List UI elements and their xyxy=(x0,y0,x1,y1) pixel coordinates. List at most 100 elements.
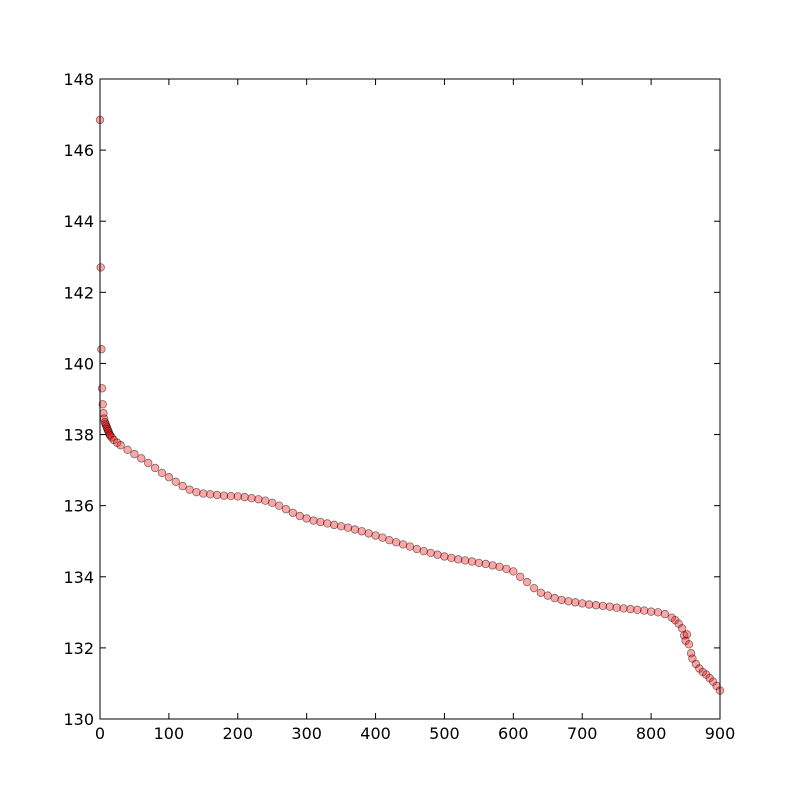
data-point xyxy=(474,558,484,568)
x-tick-label: 800 xyxy=(636,724,667,743)
data-point xyxy=(240,492,249,502)
data-point xyxy=(591,601,601,610)
data-point xyxy=(233,492,242,501)
x-tick-label: 100 xyxy=(154,724,185,743)
data-point xyxy=(150,463,160,473)
x-tick-label: 900 xyxy=(705,724,736,743)
x-tick-label: 200 xyxy=(223,724,254,743)
data-point xyxy=(398,540,408,549)
data-point xyxy=(419,546,428,556)
y-axis-ticks: 130 132 134 136 138 140 142 144 146 148 xyxy=(63,70,720,729)
y-tick-label: 132 xyxy=(63,639,94,658)
data-point xyxy=(433,550,442,559)
data-point xyxy=(268,498,277,508)
data-point xyxy=(178,481,187,491)
data-point xyxy=(288,508,298,517)
data-point xyxy=(164,473,174,482)
data-point xyxy=(605,602,614,611)
data-point xyxy=(309,516,318,525)
data-point xyxy=(522,577,532,587)
data-points xyxy=(95,115,725,695)
y-tick-label: 148 xyxy=(63,70,94,89)
data-point xyxy=(98,400,107,409)
y-tick-label: 138 xyxy=(63,426,94,445)
data-point xyxy=(336,522,346,531)
data-point xyxy=(440,552,449,561)
plot-frame xyxy=(99,78,721,720)
data-point xyxy=(412,544,422,554)
data-point xyxy=(612,603,621,612)
data-point xyxy=(302,514,311,523)
data-point xyxy=(226,491,236,501)
x-tick-label: 500 xyxy=(429,724,460,743)
x-tick-label: 400 xyxy=(360,724,391,743)
data-point xyxy=(536,588,546,597)
data-point xyxy=(495,562,504,572)
x-axis-ticks: 0 100 200 300 400 500 600 700 800 900 xyxy=(95,79,735,743)
data-point xyxy=(212,490,222,500)
data-point xyxy=(454,555,463,564)
data-point xyxy=(564,597,573,606)
data-point xyxy=(144,458,153,468)
data-point xyxy=(199,489,208,498)
data-point xyxy=(550,593,559,603)
data-point xyxy=(137,454,146,463)
y-tick-label: 142 xyxy=(63,283,94,302)
x-tick-label: 0 xyxy=(95,724,105,743)
data-point xyxy=(584,600,594,609)
data-point xyxy=(254,495,263,504)
data-point xyxy=(171,477,180,487)
data-point xyxy=(481,559,490,569)
data-point xyxy=(460,556,470,565)
data-point xyxy=(653,608,663,617)
x-tick-label: 600 xyxy=(498,724,529,743)
data-point xyxy=(123,445,132,455)
data-point xyxy=(247,494,256,503)
data-point xyxy=(185,485,194,494)
data-point xyxy=(378,533,387,542)
data-point xyxy=(640,606,649,615)
data-point xyxy=(684,640,694,649)
data-point xyxy=(426,548,435,558)
data-point xyxy=(157,468,167,478)
data-point xyxy=(405,542,415,551)
data-point xyxy=(447,553,456,563)
data-point xyxy=(350,525,360,534)
data-point xyxy=(488,561,497,570)
data-point xyxy=(598,601,608,611)
data-point xyxy=(97,345,106,354)
data-point xyxy=(509,567,518,576)
data-point xyxy=(281,505,291,514)
data-point xyxy=(295,511,304,521)
data-point xyxy=(219,491,229,500)
data-point xyxy=(529,583,539,593)
data-point xyxy=(96,263,105,272)
data-point xyxy=(467,557,477,566)
data-point xyxy=(274,501,284,510)
data-point xyxy=(206,490,215,499)
data-point xyxy=(626,604,635,614)
data-point xyxy=(130,449,139,459)
y-tick-label: 144 xyxy=(63,212,94,231)
data-point xyxy=(385,535,394,545)
data-point xyxy=(660,609,670,619)
data-point xyxy=(343,523,353,532)
data-point xyxy=(571,598,580,607)
data-point xyxy=(392,538,401,547)
data-point xyxy=(646,607,656,616)
data-point xyxy=(192,487,201,497)
data-point xyxy=(116,441,125,450)
y-tick-label: 130 xyxy=(63,710,94,729)
data-point xyxy=(578,599,587,608)
data-point xyxy=(682,630,692,639)
y-tick-label: 136 xyxy=(63,497,94,516)
y-tick-label: 140 xyxy=(63,354,94,373)
data-point xyxy=(516,572,525,581)
data-point xyxy=(619,604,628,613)
data-point xyxy=(261,496,270,505)
data-point xyxy=(502,564,511,574)
data-point xyxy=(316,517,325,527)
data-point xyxy=(364,529,373,538)
